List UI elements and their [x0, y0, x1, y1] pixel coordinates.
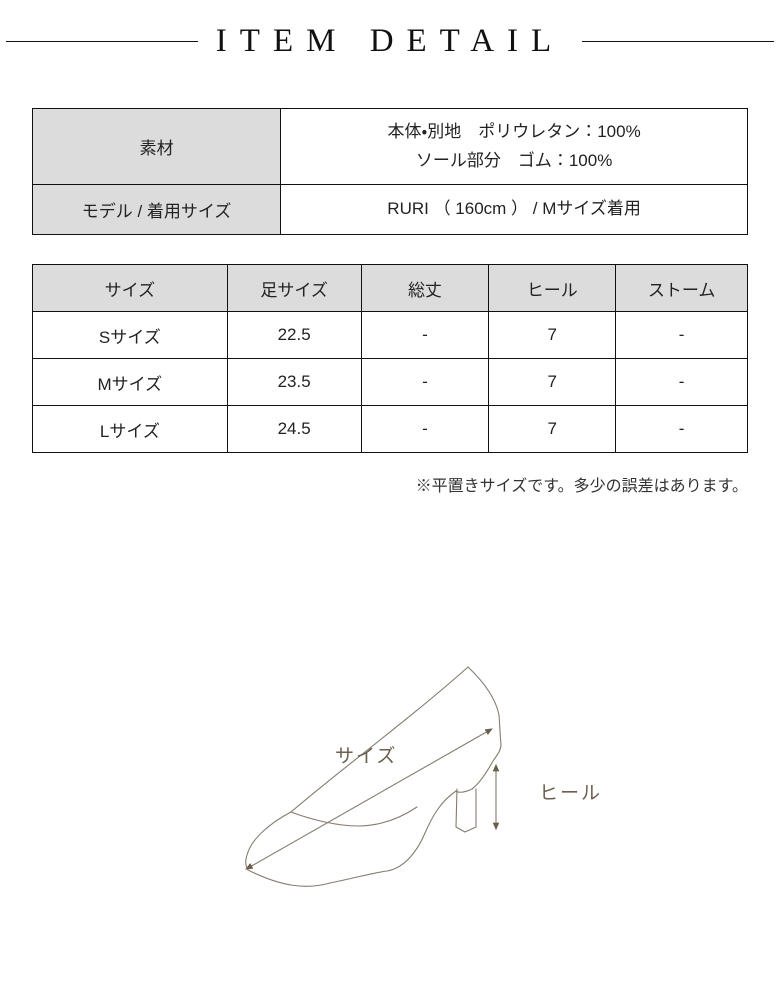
svg-text:サイズ: サイズ — [335, 745, 397, 767]
svg-text:ヒール: ヒール — [539, 783, 602, 804]
